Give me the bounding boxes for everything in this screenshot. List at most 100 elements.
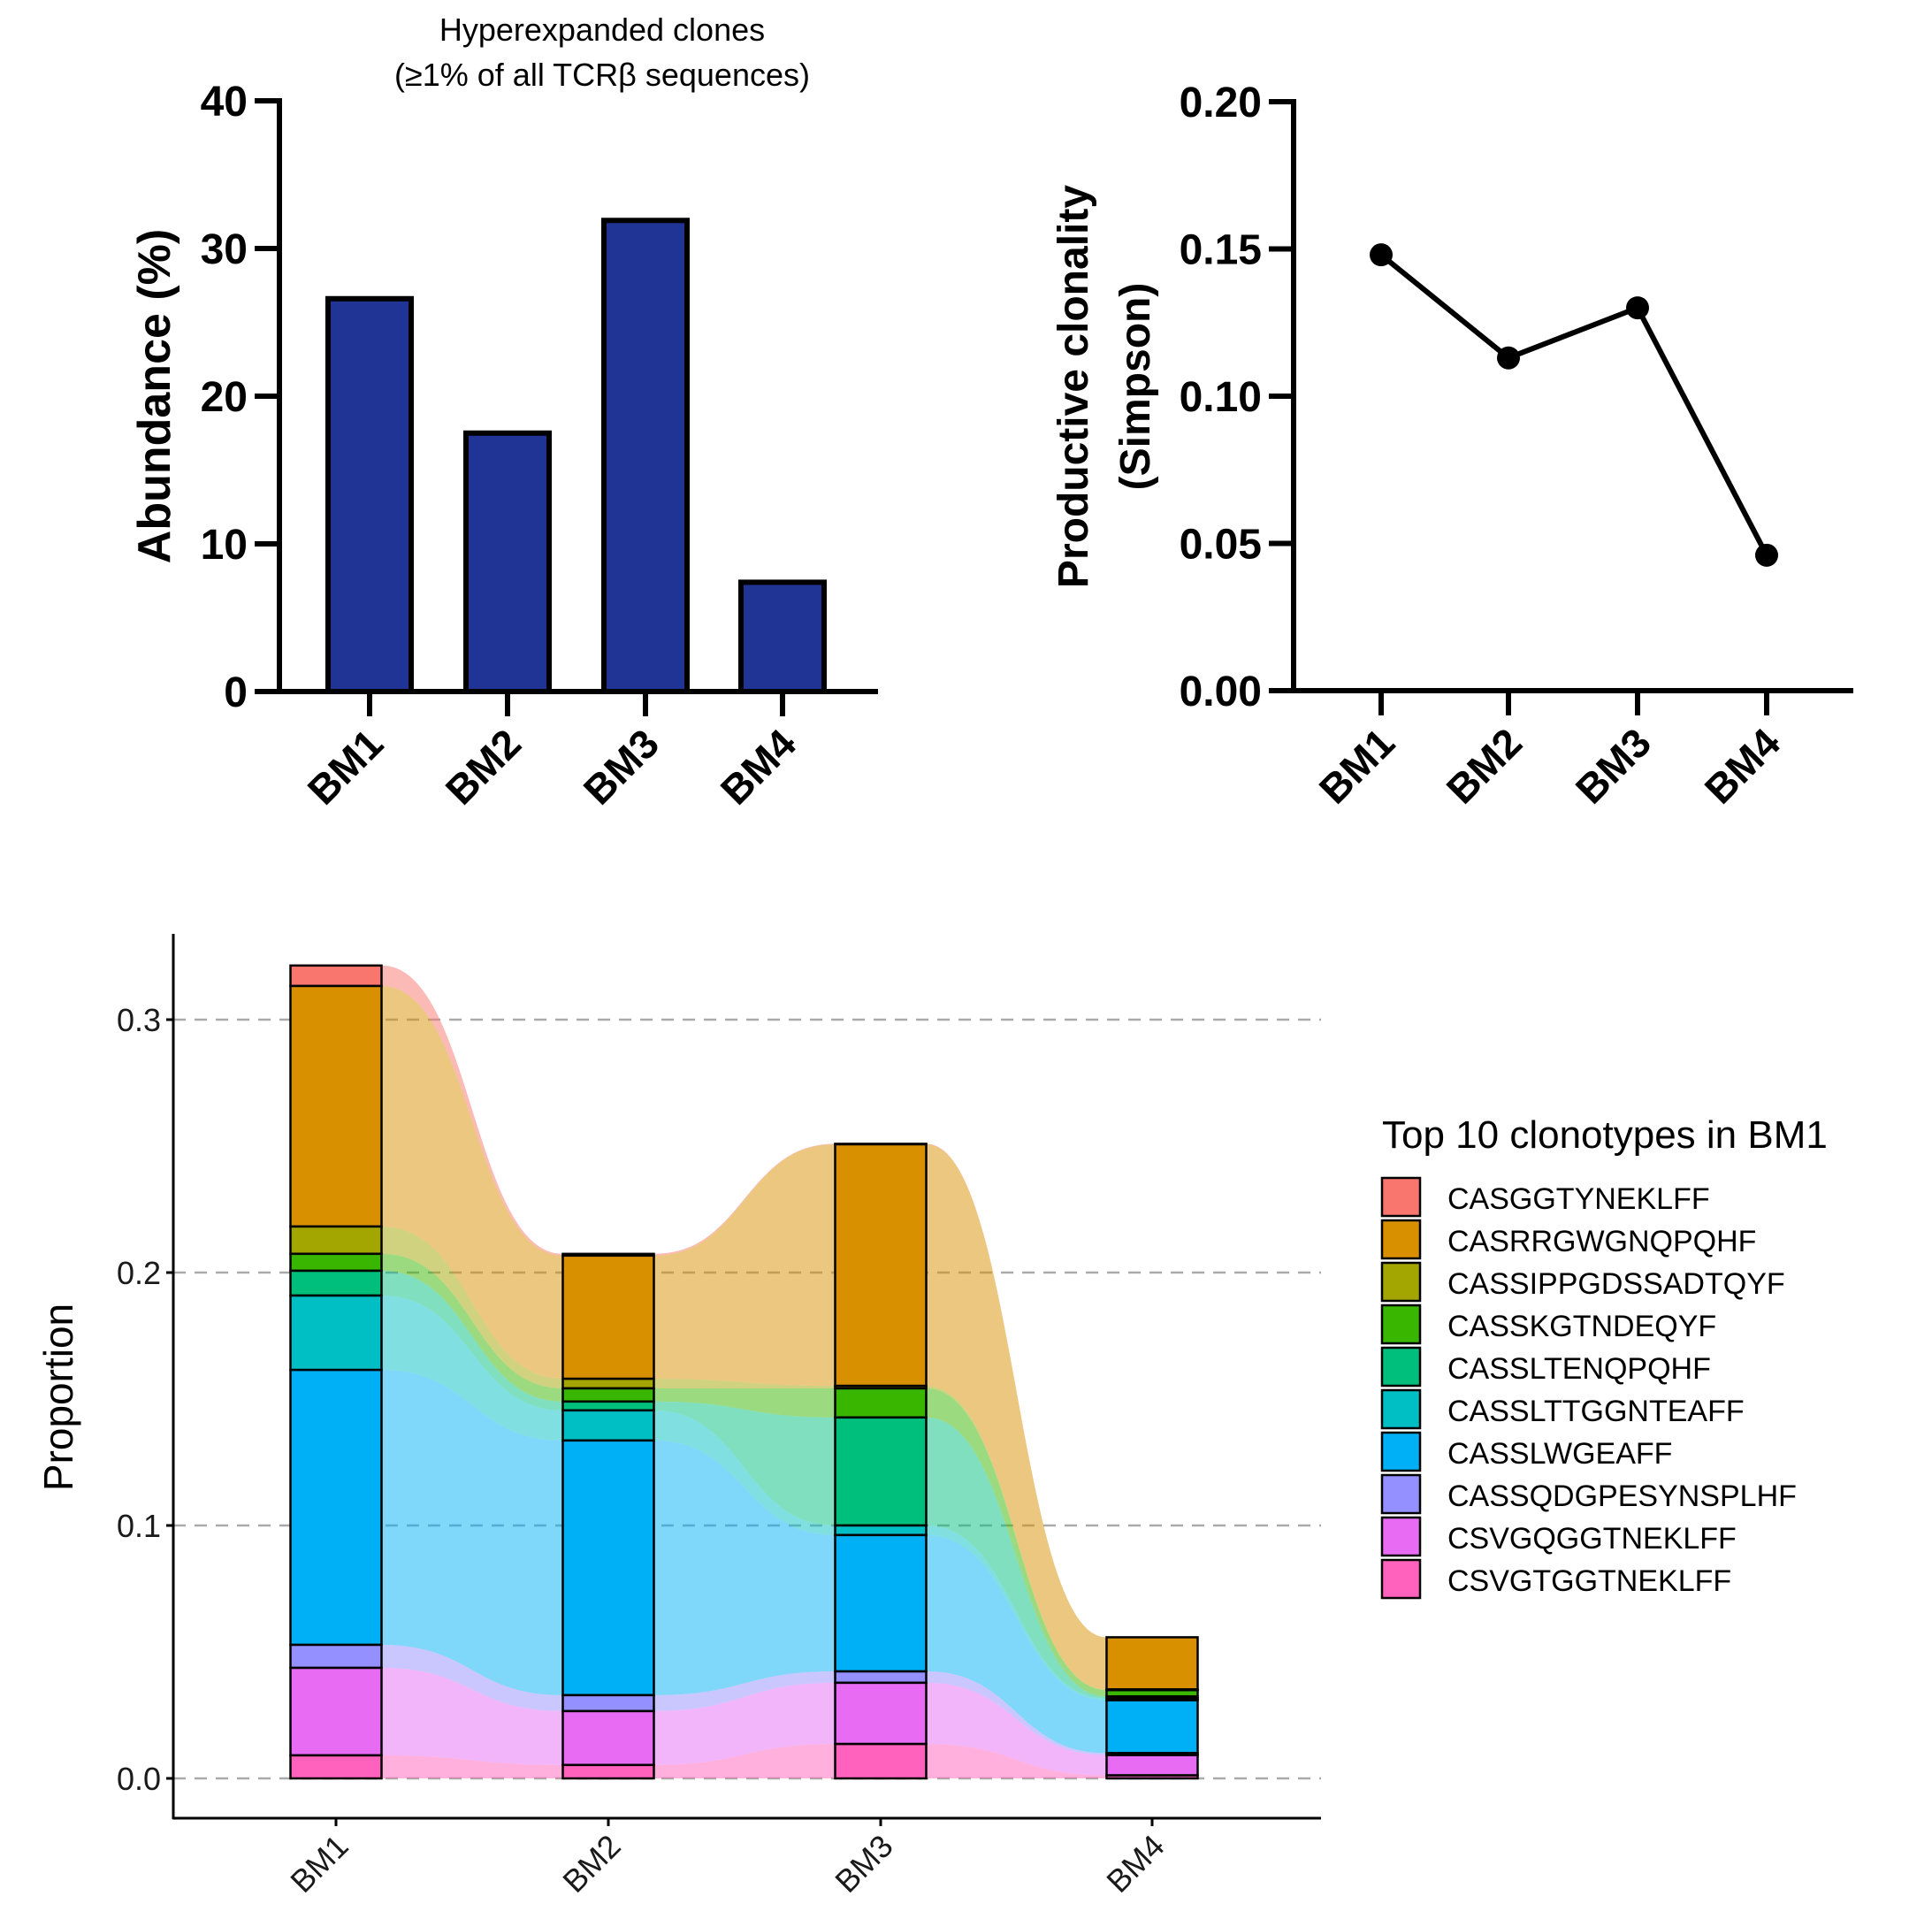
- legend-label: CASSQDGPESYNSPLHF: [1447, 1479, 1797, 1513]
- x-tick-label: BM2: [1438, 719, 1531, 812]
- flow-cassqdgpesynsplhf: [926, 1671, 1107, 1755]
- legend-item: CASSKGTNDEQYF: [1380, 1304, 1716, 1345]
- flow-cassqdgpesynsplhf: [381, 1644, 563, 1711]
- clonotype-alluvial-chart: 0.0 0.1 0.2 0.3 BM1 BM2 BM3 BM4 Proportion Top …: [35, 934, 1828, 1900]
- flow-casskgtndeqyf: [926, 1388, 1107, 1697]
- x-tick-label: BM3: [1567, 719, 1660, 812]
- flow-cassltenqpqhf: [926, 1417, 1107, 1699]
- flow-casskgtndeqyf: [653, 1388, 836, 1418]
- flow-casskgtndeqyf: [381, 1253, 563, 1402]
- y-tick-label: 0.05: [1180, 522, 1262, 569]
- flow-csvgtggtneklff: [381, 1755, 563, 1778]
- flow-casggtyneklff: [653, 1143, 836, 1256]
- x-tick-label: BM3: [828, 1828, 899, 1900]
- y-tick-label: 0.1: [117, 1508, 161, 1544]
- legend-label: CASSLWGEAFF: [1447, 1437, 1672, 1471]
- y-tick-label: 0.10: [1180, 374, 1262, 421]
- segment-bm4-casslwgeaff: [1105, 1699, 1199, 1755]
- legend-label: CASRRGWGNQPQHF: [1447, 1225, 1756, 1258]
- legend-swatch: [1380, 1176, 1422, 1218]
- legend-swatch: [1380, 1431, 1422, 1472]
- y-tick-label: 0.3: [117, 1002, 161, 1038]
- flow-casslttggnteaff: [381, 1296, 563, 1441]
- segment-bm3-csvgqggtneklff: [834, 1681, 928, 1746]
- legend-swatch: [1380, 1219, 1422, 1260]
- legend-swatch: [1380, 1304, 1422, 1345]
- bar-bm3: [601, 218, 690, 694]
- segment-bm2-cassltenqpqhf: [561, 1400, 655, 1412]
- legend-swatch: [1380, 1261, 1422, 1303]
- y-tick-label: 0.20: [1180, 80, 1262, 126]
- x-tick-label: BM1: [1310, 719, 1403, 812]
- segment-bm3-casslwgeaff: [834, 1533, 928, 1673]
- legend-label: CASGGTYNEKLFF: [1447, 1182, 1710, 1216]
- data-point-bm3: [1626, 296, 1649, 320]
- segment-bm3-casskgtndeqyf: [834, 1387, 928, 1419]
- segment-bm3-cassqdgpesynsplhf: [834, 1670, 928, 1685]
- segment-bm2-casslwgeaff: [561, 1439, 655, 1697]
- segment-bm3-cassltenqpqhf: [834, 1416, 928, 1527]
- legend-label: CASSLTENQPQHF: [1447, 1352, 1711, 1386]
- y-tick-label: 10: [201, 522, 248, 569]
- legend-label: CASSIPPGDSSADTQYF: [1447, 1267, 1785, 1301]
- legend-item: CASSLTENQPQHF: [1380, 1346, 1711, 1388]
- flow-cassltenqpqhf: [381, 1270, 563, 1411]
- flow-cassippgdssadtqyf: [653, 1379, 836, 1388]
- segment-bm3-casrrgwgnqpqhf: [834, 1143, 928, 1388]
- y-tick-label: 0.00: [1180, 669, 1262, 715]
- legend-label: CSVGTGGTNEKLFF: [1447, 1564, 1731, 1598]
- flow-casslwgeaff: [926, 1534, 1107, 1754]
- data-point-bm2: [1497, 346, 1520, 370]
- flow-csvgqggtneklff: [926, 1682, 1107, 1776]
- legend-title: Top 10 clonotypes in BM1: [1382, 1113, 1828, 1157]
- proportion-y-axis-label: Proportion: [35, 1304, 81, 1491]
- y-tick-label: 20: [201, 374, 248, 421]
- abundance-title-line-2: (≥1% of all TCRβ sequences): [394, 57, 810, 93]
- legend-label: CASSLTTGGNTEAFF: [1447, 1395, 1745, 1428]
- legend-item: CASRRGWGNQPQHF: [1380, 1219, 1756, 1260]
- segment-bm1-cassqdgpesynsplhf: [289, 1643, 383, 1670]
- y-tick-label: 0.0: [117, 1761, 161, 1797]
- segment-bm1-cassippgdssadtqyf: [289, 1225, 383, 1256]
- y-tick-label: 0: [224, 669, 248, 716]
- segment-bm3-casslttggnteaff: [834, 1524, 928, 1537]
- bar-bm2: [463, 430, 552, 694]
- segment-bm2-casskgtndeqyf: [561, 1387, 655, 1403]
- x-tick-label: BM3: [575, 720, 668, 813]
- legend-item: CASSLTTGGNTEAFF: [1380, 1388, 1745, 1430]
- segment-bm2-casslttggnteaff: [561, 1409, 655, 1442]
- legend-swatch: [1380, 1346, 1422, 1388]
- flow-cassqdgpesynsplhf: [653, 1671, 836, 1711]
- legend-item: CSVGTGGTNEKLFF: [1380, 1558, 1731, 1600]
- y-tick-label: 30: [201, 226, 248, 273]
- segment-bm4-csvgtggtneklff: [1105, 1774, 1199, 1780]
- segment-bm3-csvgtggtneklff: [834, 1742, 928, 1780]
- segment-bm1-casslttggnteaff: [289, 1294, 383, 1372]
- segment-bm1-casslwgeaff: [289, 1368, 383, 1647]
- legend-item: CASSQDGPESYNSPLHF: [1380, 1473, 1797, 1515]
- abundance-bar-chart: Hyperexpanded clones (≥1% of all TCRβ se…: [129, 11, 878, 814]
- segment-bm1-casrrgwgnqpqhf: [289, 984, 383, 1228]
- flow-csvgqggtneklff: [381, 1668, 563, 1765]
- legend-item: CASSLWGEAFF: [1380, 1431, 1672, 1472]
- x-tick-label: BM2: [555, 1828, 627, 1900]
- flow-cassltenqpqhf: [653, 1401, 836, 1525]
- data-point-bm1: [1370, 243, 1393, 267]
- flow-casslwgeaff: [381, 1370, 563, 1695]
- x-tick-label: BM1: [299, 720, 392, 813]
- clonality-line: [1379, 252, 1769, 557]
- legend-item: CASGGTYNEKLFF: [1380, 1176, 1710, 1218]
- segment-bm4-csvgqggtneklff: [1105, 1754, 1199, 1777]
- flow-casrrgwgnqpqhf: [926, 1143, 1107, 1690]
- legend-item: CSVGQGGTNEKLFF: [1380, 1516, 1737, 1557]
- flow-csvgtggtneklff: [926, 1744, 1107, 1778]
- segment-bm1-csvgqggtneklff: [289, 1666, 383, 1757]
- segment-bm2-cassippgdssadtqyf: [561, 1377, 655, 1390]
- segment-bm2-cassqdgpesynsplhf: [561, 1693, 655, 1713]
- abundance-title-line-1: Hyperexpanded clones: [439, 11, 765, 48]
- y-tick-label: 0.2: [117, 1255, 161, 1291]
- flow-casslttggnteaff: [926, 1525, 1107, 1701]
- flow-casslttggnteaff: [653, 1410, 836, 1535]
- segment-bm4-casrrgwgnqpqhf: [1105, 1636, 1199, 1691]
- segment-bm2-csvgtggtneklff: [561, 1763, 655, 1780]
